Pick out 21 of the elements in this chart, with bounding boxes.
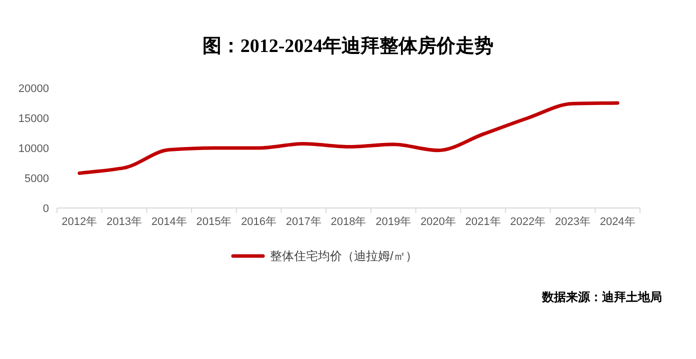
- xtick: 2019年: [376, 216, 412, 228]
- xtick: 2018年: [330, 216, 366, 228]
- ytick: 20000: [18, 83, 49, 95]
- xtick: 2017年: [286, 216, 322, 228]
- xtick: 2016年: [241, 216, 277, 228]
- ytick: 5000: [24, 173, 49, 185]
- ytick: 15000: [18, 113, 49, 125]
- title: 图：2012-2024年迪拜整体房价走势: [202, 36, 494, 57]
- ytick: 0: [42, 203, 49, 215]
- xtick: 2013年: [106, 216, 142, 228]
- ytick: 10000: [18, 143, 49, 155]
- xtick: 2022年: [510, 216, 546, 228]
- annotation: 数据来源：迪拜土地局: [542, 290, 662, 304]
- xtick: 2015年: [196, 216, 232, 228]
- xtick: 2021年: [465, 216, 501, 228]
- xtick: 2024年: [600, 216, 636, 228]
- xtick: 2023年: [555, 216, 590, 228]
- legend-label: 整体住宅均价（迪拉姆/㎡）: [270, 249, 418, 263]
- xtick: 2020年: [420, 216, 456, 228]
- xtick: 2014年: [151, 216, 187, 228]
- xtick: 2012年: [62, 216, 98, 228]
